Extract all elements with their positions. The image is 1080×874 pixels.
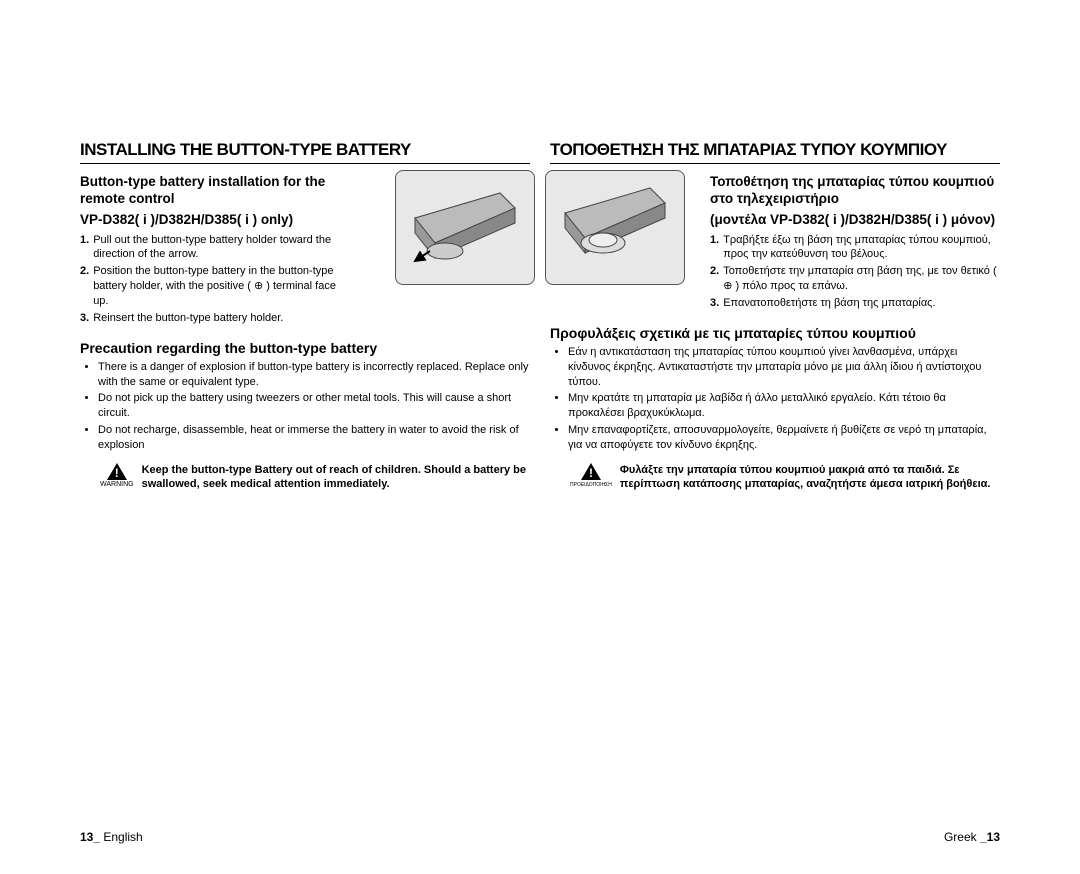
steps-left: 1.Pull out the button-type battery holde…: [80, 233, 340, 326]
manual-page: INSTALLING THE BUTTON-TYPE BATTERY Butto…: [0, 0, 1080, 874]
steps-right: 1.Τραβήξτε έξω τη βάση της μπαταρίας τύπ…: [710, 233, 1000, 311]
bullet-item: Μην επαναφορτίζετε, αποσυναρμολογείτε, θ…: [568, 423, 1000, 453]
figure-2: [545, 170, 685, 285]
footer-left: 13_ English: [80, 830, 143, 844]
subheading-left-1: Button-type battery installation for the…: [80, 174, 340, 208]
bullet-item: Do not pick up the battery using tweezer…: [98, 391, 530, 421]
step-item: 3.Reinsert the button-type battery holde…: [80, 311, 340, 326]
warning-box-left: WARNING Keep the button-type Battery out…: [80, 463, 530, 492]
warning-label: ΠΡΟΕΙΔΟΠΟΙΗΣΗ: [570, 482, 612, 488]
heading-right: ΤΟΠΟΘΕΤΗΣΗ ΤΗΣ ΜΠΑΤΑΡΙΑΣ ΤΥΠΟΥ ΚΟΥΜΠΙΟΥ: [550, 140, 1000, 164]
precaution-list-left: There is a danger of explosion if button…: [80, 360, 530, 453]
subheading-right-1: Τοποθέτηση της μπαταρίας τύπου κουμπιού …: [710, 174, 1000, 208]
step-item: 3.Επανατοποθετήστε τη βάση της μπαταρίας…: [710, 296, 1000, 311]
heading-left: INSTALLING THE BUTTON-TYPE BATTERY: [80, 140, 530, 164]
bullet-item: Do not recharge, disassemble, heat or im…: [98, 423, 530, 453]
subheading-left-2: VP-D382( i )/D382H/D385( i ) only): [80, 212, 340, 229]
bullet-item: Μην κρατάτε τη μπαταρία με λαβίδα ή άλλο…: [568, 391, 1000, 421]
remote-battery-illustration-2: [555, 183, 675, 273]
subheading-right-2: (μοντέλα VP-D382( i )/D382H/D385( i ) μό…: [710, 212, 1000, 229]
bullet-item: There is a danger of explosion if button…: [98, 360, 530, 390]
precaution-list-right: Εάν η αντικατάσταση της μπαταρίας τύπου …: [550, 345, 1000, 453]
remote-battery-illustration-1: [405, 183, 525, 273]
step-item: 2.Position the button-type battery in th…: [80, 264, 340, 309]
precaution-heading-right: Προφυλάξεις σχετικά με τις μπαταρίες τύπ…: [550, 325, 1000, 341]
page-footer: 13_ English Greek _13: [80, 830, 1000, 844]
step-item: 1.Τραβήξτε έξω τη βάση της μπαταρίας τύπ…: [710, 233, 1000, 263]
footer-right: Greek _13: [944, 830, 1000, 844]
warning-box-right: ΠΡΟΕΙΔΟΠΟΙΗΣΗ Φυλάξτε την μπαταρία τύπου…: [550, 463, 1000, 492]
figures: [395, 170, 685, 285]
warning-text-left: Keep the button-type Battery out of reac…: [142, 463, 530, 492]
step-item: 1.Pull out the button-type battery holde…: [80, 233, 340, 263]
bullet-item: Εάν η αντικατάσταση της μπαταρίας τύπου …: [568, 345, 1000, 390]
warning-label: WARNING: [100, 481, 134, 488]
warning-icon: ΠΡΟΕΙΔΟΠΟΙΗΣΗ: [570, 463, 612, 492]
warning-text-right: Φυλάξτε την μπαταρία τύπου κουμπιού μακρ…: [620, 463, 1000, 492]
step-item: 2.Τοποθετήστε την μπαταρία στη βάση της,…: [710, 264, 1000, 294]
precaution-heading-left: Precaution regarding the button-type bat…: [80, 340, 530, 356]
warning-icon: WARNING: [100, 463, 134, 492]
figure-1: [395, 170, 535, 285]
